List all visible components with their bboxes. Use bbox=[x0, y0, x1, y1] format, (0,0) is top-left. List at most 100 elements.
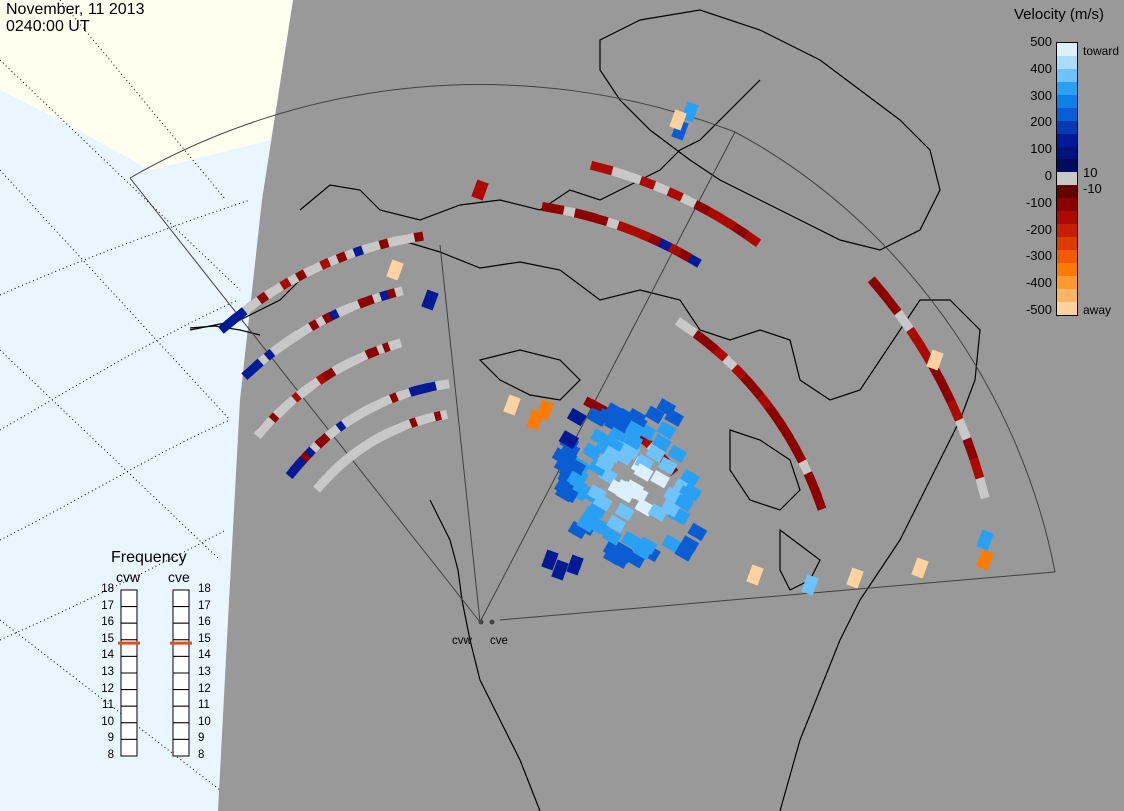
colorbar-segment bbox=[1057, 81, 1077, 95]
scatter-cell bbox=[313, 470, 335, 493]
frequency-bar-cell bbox=[120, 738, 138, 757]
colorbar-tick-label: 300 bbox=[1030, 87, 1052, 103]
scatter-cell bbox=[536, 399, 554, 421]
colorbar-segment bbox=[1057, 275, 1077, 289]
scatter-cell bbox=[567, 476, 588, 496]
frequency-marker bbox=[170, 641, 192, 645]
time-label: 0240:00 UT bbox=[6, 18, 90, 35]
frequency-tick-label-cvw: 13 bbox=[101, 666, 114, 678]
scatter-cell bbox=[880, 292, 902, 316]
colorbar-tick-label: -200 bbox=[1025, 221, 1052, 237]
date-label: November, 11 2013 bbox=[6, 1, 145, 18]
scatter-cell bbox=[893, 308, 914, 332]
frequency-tick-label-cve: 12 bbox=[198, 682, 211, 695]
scatter-cell bbox=[634, 453, 655, 473]
scatter-cell bbox=[846, 567, 864, 589]
colorbar-segment bbox=[1057, 133, 1077, 147]
scatter-cell bbox=[650, 469, 670, 489]
fov-outlines bbox=[129, 84, 1056, 623]
scatter-cell bbox=[566, 554, 584, 576]
scatter-cell bbox=[679, 535, 700, 554]
colorbar-segment bbox=[1057, 43, 1077, 56]
scatter-cell bbox=[588, 458, 608, 477]
frequency-bar-cell bbox=[172, 705, 190, 724]
frequency-bar-cell bbox=[120, 672, 138, 691]
neg-small-tick: -10 bbox=[1083, 181, 1102, 196]
frequency-bars bbox=[118, 589, 192, 757]
scatter-cell bbox=[926, 349, 944, 371]
frequency-tick-label-cvw: 18 bbox=[101, 583, 114, 595]
frequency-bar-cell bbox=[172, 672, 190, 691]
site-cve-label: cve bbox=[490, 635, 508, 647]
frequency-tick-label-cve: 15 bbox=[198, 632, 211, 645]
frequency-tick-label-cve: 10 bbox=[198, 715, 211, 728]
scatter-cell bbox=[975, 475, 990, 500]
frequency-tick-label-cve: 13 bbox=[198, 666, 211, 678]
frequency-tick-label-cvw: 14 bbox=[101, 649, 114, 662]
scatter-cell bbox=[551, 559, 569, 581]
scatter-cell bbox=[746, 564, 764, 586]
frequency-tick-label-cvw: 10 bbox=[101, 715, 114, 728]
scatter-cell bbox=[625, 420, 646, 439]
scatter-cell bbox=[567, 520, 588, 540]
scatter-cell bbox=[647, 503, 668, 522]
scatter-cell bbox=[589, 428, 610, 447]
scatter-cell bbox=[614, 502, 635, 522]
frequency-radar-cve-label: cve bbox=[168, 569, 190, 585]
colorbar-segment bbox=[1057, 211, 1077, 225]
scatter-cell bbox=[583, 396, 607, 415]
frequency-bar-cell bbox=[172, 606, 190, 624]
toward-label: toward bbox=[1083, 44, 1120, 58]
frequency-bar-cell bbox=[120, 722, 138, 740]
site-cvw-marker bbox=[478, 619, 484, 625]
colorbar-segment bbox=[1057, 159, 1077, 173]
scatter-cell bbox=[541, 549, 559, 571]
frequency-tick-label-cve: 14 bbox=[198, 649, 211, 662]
colorbar-segment bbox=[1057, 55, 1077, 69]
scatter-cell bbox=[602, 547, 623, 566]
scatter-cell bbox=[682, 482, 703, 502]
colorbar-tick-label: -300 bbox=[1025, 248, 1052, 264]
colorbar-segment bbox=[1057, 301, 1077, 315]
frequency-tick-label-cvw: 11 bbox=[102, 699, 114, 712]
scatter-cell bbox=[681, 101, 699, 123]
frequency-title: Frequency bbox=[111, 549, 187, 566]
colorbar-segment bbox=[1057, 120, 1077, 134]
frequency-tick-label-cve: 16 bbox=[198, 616, 211, 629]
scatter-cell bbox=[558, 484, 579, 504]
frequency-bar-cell bbox=[120, 689, 138, 707]
scatter-cell bbox=[608, 425, 629, 444]
scatter-cell bbox=[905, 325, 925, 350]
scatter-cell bbox=[660, 499, 681, 518]
scatter-cell bbox=[962, 436, 978, 460]
scatter-cell bbox=[582, 442, 603, 461]
frequency-tick-label-cvw: 15 bbox=[101, 632, 114, 645]
scatter-cell bbox=[680, 468, 700, 488]
frequency-tick-label-cve: 8 bbox=[198, 749, 205, 761]
frequency-tick-label-cve: 17 bbox=[198, 599, 211, 612]
scatter-cell bbox=[253, 416, 276, 440]
scatter-cell bbox=[674, 543, 695, 562]
scatter-cell bbox=[610, 414, 631, 434]
scatter-cell bbox=[633, 463, 654, 482]
scatter-cell bbox=[421, 289, 439, 311]
scatter-cell bbox=[651, 433, 672, 452]
scatter-cell bbox=[541, 202, 565, 215]
scatter-cell bbox=[644, 405, 665, 425]
scatter-cell bbox=[558, 430, 579, 450]
colorbar-tick-label: 0 bbox=[1044, 168, 1052, 183]
scatter-cell bbox=[911, 557, 929, 579]
scatter-cell bbox=[612, 541, 633, 561]
scatter-cell bbox=[566, 407, 587, 427]
site-cve-marker bbox=[489, 619, 495, 625]
frequency-tick-label-cve: 18 bbox=[198, 583, 211, 595]
scatter-cell bbox=[595, 454, 616, 473]
frequency-bar-cell bbox=[120, 705, 138, 724]
scatter-cell bbox=[661, 534, 682, 553]
scatter-cell bbox=[674, 317, 699, 338]
scatter-cell bbox=[976, 549, 994, 571]
scatter-cell bbox=[657, 456, 678, 475]
scatter-cell bbox=[589, 160, 614, 176]
scatter-cell bbox=[566, 457, 587, 477]
colorbar-tick-label: 400 bbox=[1030, 60, 1052, 76]
